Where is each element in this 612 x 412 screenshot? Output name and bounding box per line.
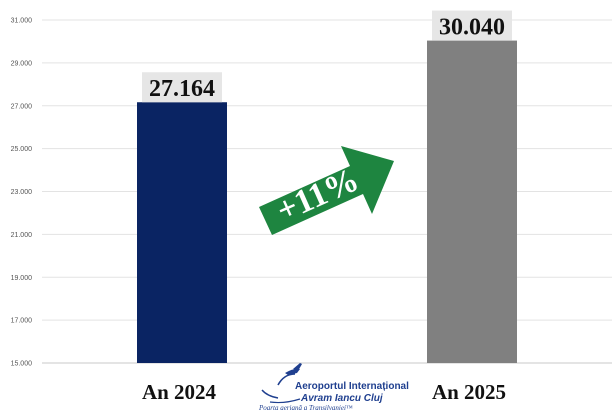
growth-arrow: +11%	[259, 146, 394, 235]
category-labels: An 2024 An 2025	[142, 380, 506, 404]
y-tick-label: 17.000	[11, 318, 33, 325]
value-label: 30.040	[439, 15, 505, 41]
logo-name-line1: Aeroportul Internațional	[295, 381, 409, 392]
y-tick-label: 23.000	[11, 189, 33, 196]
y-tick-label: 19.000	[11, 275, 33, 282]
bars	[137, 40, 517, 363]
bar	[427, 40, 517, 363]
growth-arrow-shape	[259, 146, 394, 235]
category-label: An 2025	[432, 380, 506, 404]
bar	[137, 102, 227, 363]
value-label-background	[432, 10, 512, 41]
airplane-icon	[261, 363, 302, 404]
y-tick-label: 15.000	[11, 361, 33, 368]
y-axis-ticks: 15.000 17.000 19.000 21.000 23.000 25.000 27.0…	[11, 18, 33, 368]
value-labels: 27.164 30.040	[142, 10, 512, 103]
logo-tagline: Poarta aeriană a Transilvaniei™	[258, 404, 353, 412]
y-tick-label: 31.000	[11, 18, 33, 25]
y-tick-label: 27.000	[11, 103, 33, 110]
category-label: An 2024	[142, 380, 217, 404]
logo-name-line2: Avram Iancu Cluj	[300, 393, 383, 404]
growth-arrow-label: +11%	[271, 161, 364, 230]
airport-logo: Aeroportul Internațional Avram Iancu Clu…	[258, 363, 409, 412]
value-label-background	[142, 72, 222, 103]
y-tick-label: 29.000	[11, 60, 33, 67]
value-label: 27.164	[149, 76, 215, 102]
y-tick-label: 25.000	[11, 146, 33, 153]
y-tick-label: 21.000	[11, 232, 33, 239]
